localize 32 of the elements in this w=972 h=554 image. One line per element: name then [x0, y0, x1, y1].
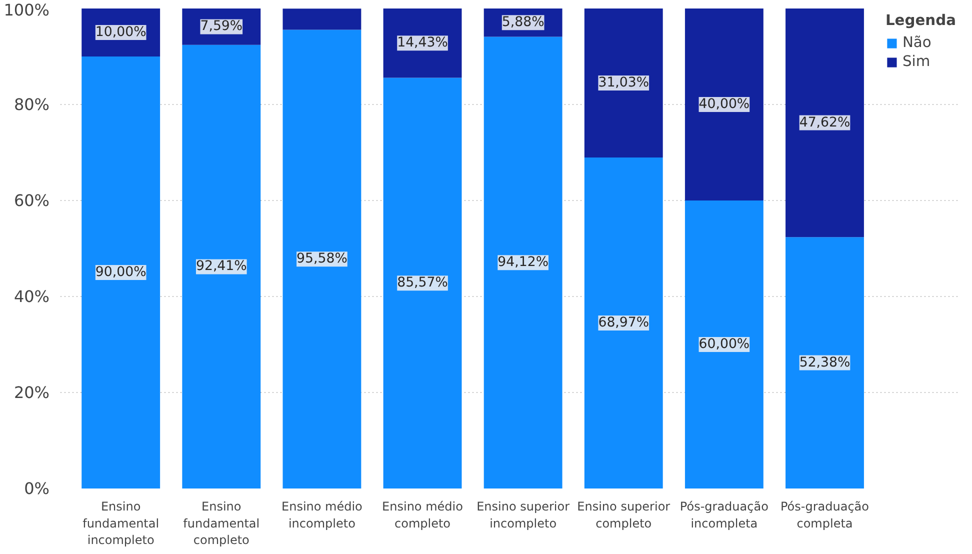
data-label: 60,00% — [698, 337, 750, 352]
y-tick-label: 60% — [14, 191, 50, 210]
data-label: 85,57% — [397, 276, 448, 291]
y-tick-label: 80% — [14, 95, 50, 114]
data-label: 40,00% — [698, 97, 750, 112]
x-tick-label: Ensino médio completo — [382, 500, 463, 530]
y-tick-label: 100% — [4, 0, 50, 20]
legend-label: Não — [902, 34, 932, 51]
data-label: 10,00% — [95, 25, 146, 40]
data-label: 14,43% — [397, 36, 448, 51]
data-label: 5,88% — [502, 15, 544, 30]
legend-label: Sim — [902, 53, 930, 70]
y-tick-label: 40% — [14, 287, 50, 306]
x-tick-label: Ensino fundamental completo — [183, 500, 260, 548]
data-label: 92,41% — [196, 259, 247, 274]
x-tick-label: Pós-graduação incompleta — [680, 500, 768, 530]
x-tick-label: Ensino médio incompleto — [282, 500, 362, 530]
data-label: 47,62% — [799, 115, 850, 130]
y-tick-label: 0% — [24, 479, 50, 498]
x-tick-label: Pós-graduação completa — [780, 500, 870, 530]
x-tick-label: Ensino fundamental incompleto — [82, 500, 160, 548]
data-label: 94,12% — [498, 255, 548, 270]
data-label: 31,03% — [598, 75, 650, 90]
data-label: 7,59% — [200, 19, 243, 34]
y-tick-label: 20% — [14, 383, 50, 402]
x-tick-label: Ensino superior incompleto — [476, 500, 570, 530]
data-label: 52,38% — [799, 355, 850, 370]
data-label: 95,58% — [296, 252, 348, 267]
x-tick-label: Ensino superior completo — [577, 500, 670, 530]
legend-title: Legenda — [885, 12, 956, 29]
data-label: 90,00% — [95, 265, 146, 280]
data-label: 68,97% — [598, 315, 650, 330]
